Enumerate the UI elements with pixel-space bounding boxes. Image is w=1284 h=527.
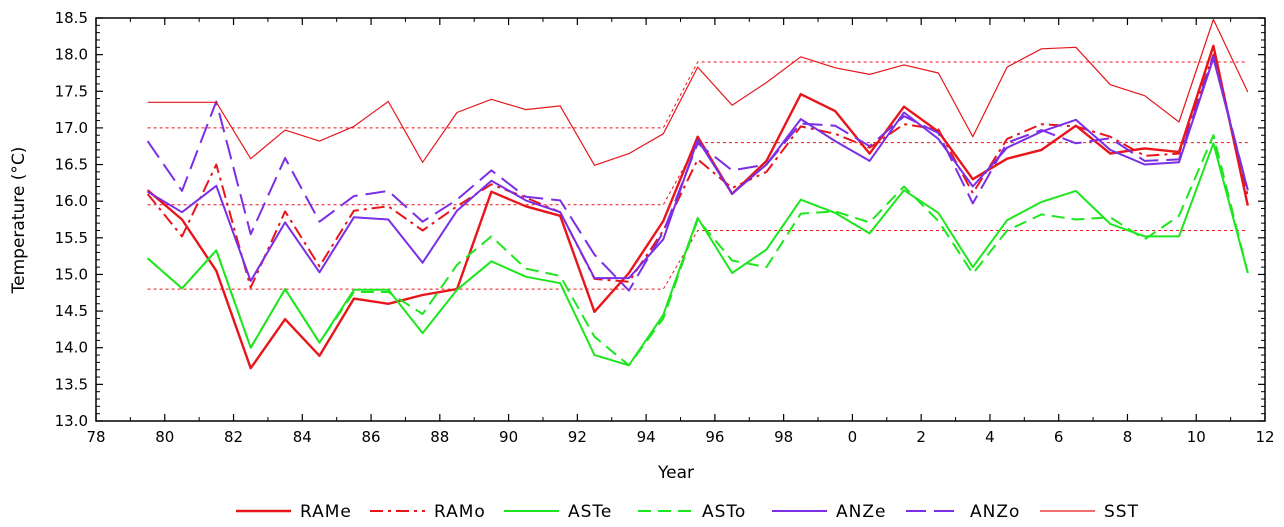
x-tick-label: 92 [568, 428, 587, 446]
y-tick-label: 17.0 [55, 119, 88, 137]
x-axis-title: Year [657, 463, 694, 483]
legend-label-asto: ASTo [702, 502, 746, 522]
y-tick-label: 13.5 [55, 375, 88, 393]
reference-lines [147, 61, 1248, 290]
reference-line-1 [147, 61, 1248, 129]
series-lines [146, 18, 1249, 370]
x-tick-label: 84 [293, 428, 312, 446]
x-tick-label: 0 [848, 428, 858, 446]
y-tick-label: 18.0 [55, 46, 88, 64]
series-line-asto [146, 134, 1249, 367]
x-tick-label: 6 [1054, 428, 1064, 446]
x-tick-label: 80 [155, 428, 174, 446]
x-tick-label: 88 [430, 428, 449, 446]
series-line-anzo [146, 55, 1249, 292]
series-line-anze [147, 57, 1249, 282]
reference-line-2 [147, 142, 1248, 206]
y-tick-label: 15.5 [55, 229, 88, 247]
legend-label-anzo: ANZo [970, 502, 1020, 522]
legend-label-rame: RAMe [300, 502, 352, 522]
x-tick-label: 98 [774, 428, 793, 446]
reference-line-3 [147, 230, 1248, 290]
legend-label-ramo: RAMo [434, 502, 486, 522]
x-tick-label: 90 [499, 428, 518, 446]
x-tick-label: 12 [1255, 428, 1274, 446]
y-tick-label: 18.5 [55, 9, 88, 27]
series-line-ramo [146, 53, 1249, 289]
x-tick-label: 78 [86, 428, 105, 446]
series-line-rame [146, 44, 1249, 370]
x-tick-label: 8 [1123, 428, 1133, 446]
plot-frame [95, 17, 1266, 422]
y-tick-label: 16.0 [55, 192, 88, 210]
legend: RAMe RAMo ASTe ASTo ANZe ANZo SST [236, 502, 1139, 522]
x-tick-label: 82 [224, 428, 243, 446]
legend-label-sst: SST [1104, 502, 1139, 522]
x-tick-label: 10 [1187, 428, 1206, 446]
y-tick-label: 14.5 [55, 302, 88, 320]
y-tick-label: 14.0 [55, 339, 88, 357]
y-tick-label: 13.0 [55, 412, 88, 430]
x-tick-label: 86 [362, 428, 381, 446]
x-tick-label: 94 [637, 428, 656, 446]
y-tick-label: 17.5 [55, 82, 88, 100]
series-line-sst [147, 18, 1249, 166]
x-tick-label: 4 [985, 428, 995, 446]
x-tick-label: 96 [705, 428, 724, 446]
legend-label-aste: ASTe [568, 502, 612, 522]
y-axis-title: Temperature (°C) [9, 147, 29, 295]
legend-label-anze: ANZe [836, 502, 886, 522]
y-tick-label: 15.0 [55, 265, 88, 283]
axes: 78 80 82 84 86 88 90 92 94 96 98 0 2 4 6 8 10 12 13.0 13.5 1… [55, 9, 1275, 446]
x-tick-label: 2 [916, 428, 926, 446]
y-tick-label: 16.5 [55, 156, 88, 174]
